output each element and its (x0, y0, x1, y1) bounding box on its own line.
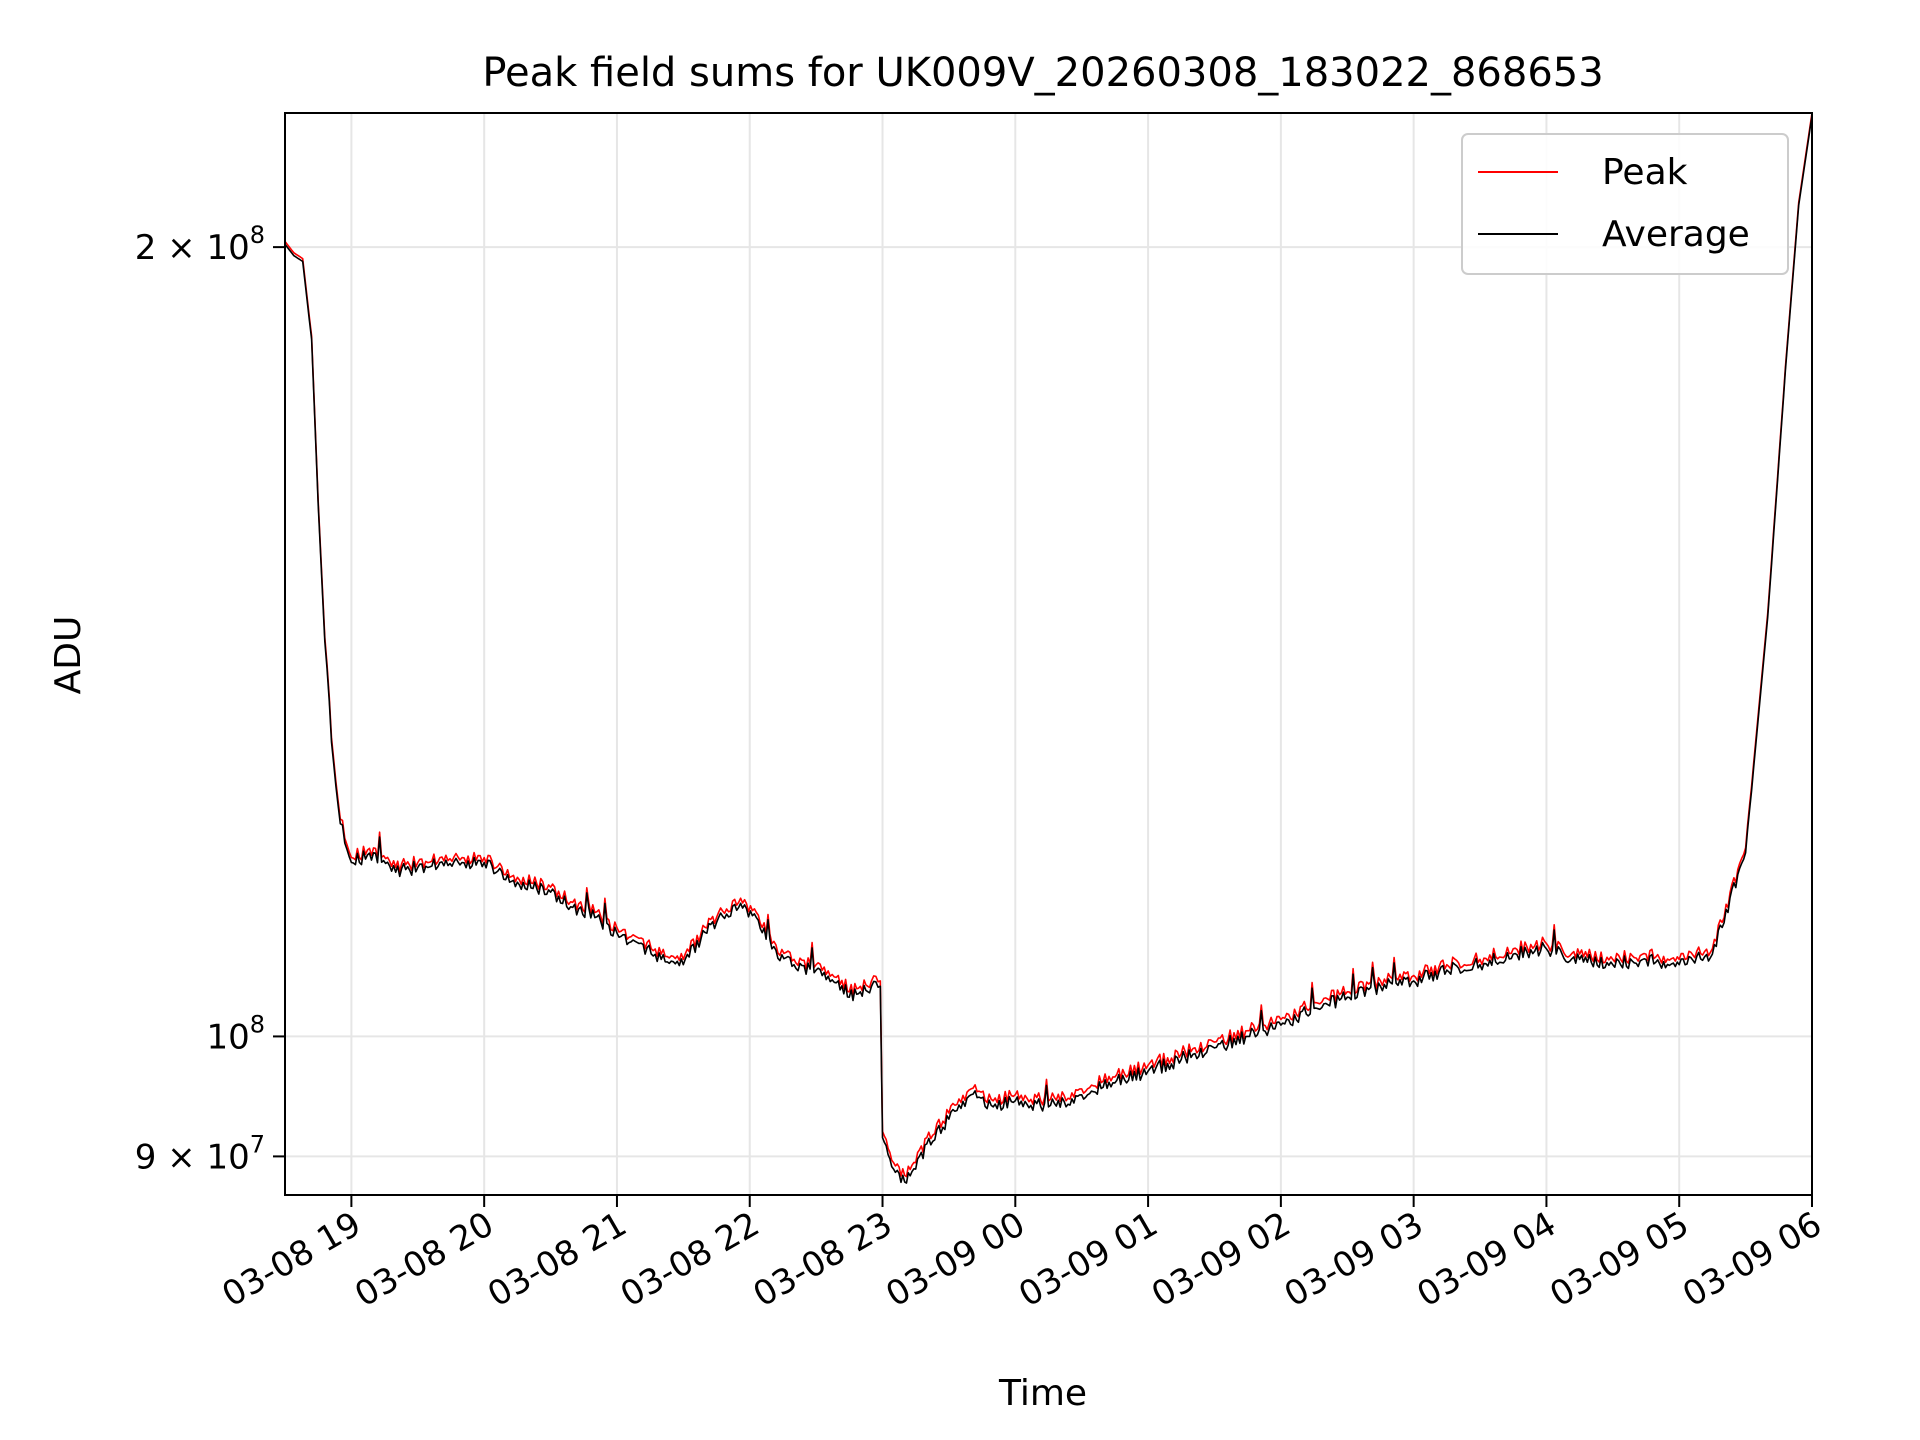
legend: Peak Average (1461, 133, 1789, 275)
series-line-average (285, 115, 1812, 1184)
y-tick-label: 2 × 108 (135, 221, 265, 268)
y-axis-label: ADU (48, 616, 89, 695)
y-tick-label-base: 10 (206, 1017, 249, 1057)
legend-label-peak: Peak (1602, 152, 1688, 193)
legend-box (1461, 133, 1789, 275)
grid (285, 113, 1813, 1195)
y-tick-label-base: 2 × 10 (135, 228, 250, 268)
y-tick-label: 9 × 107 (135, 1130, 265, 1177)
y-tick-label-exponent: 7 (250, 1130, 265, 1158)
series-layer (285, 113, 1812, 1184)
y-tick-label-exponent: 8 (250, 1010, 265, 1038)
y-tick-label-exponent: 8 (250, 221, 265, 249)
chart-title: Peak field sums for UK009V_20260308_1830… (482, 50, 1603, 96)
y-tick-label: 108 (206, 1010, 265, 1057)
x-axis-label: Time (998, 1373, 1087, 1414)
series-line-peak (285, 113, 1812, 1178)
y-tick-label-base: 9 × 10 (135, 1137, 250, 1177)
plot-frame (284, 112, 1813, 1196)
legend-label-average: Average (1602, 214, 1750, 255)
